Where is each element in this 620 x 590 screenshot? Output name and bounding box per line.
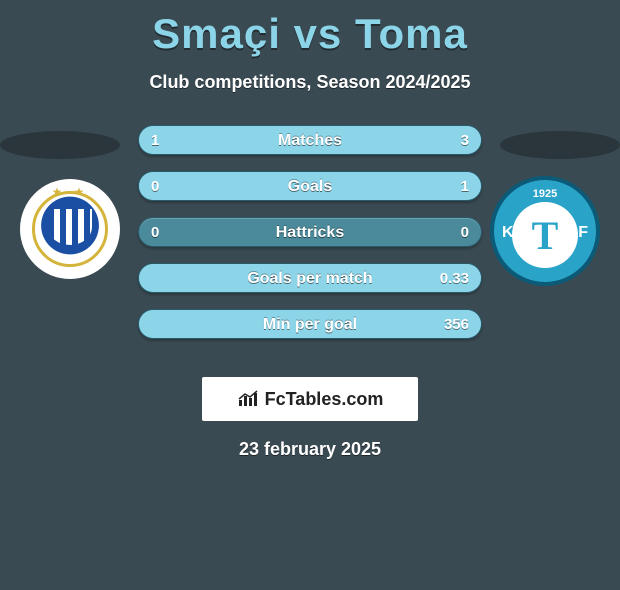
badge-letter-f: F [578, 224, 588, 242]
chart-icon [237, 390, 259, 408]
badge-letter: T [532, 212, 559, 259]
team-badge-right: 1925 K F T [490, 176, 600, 286]
subtitle: Club competitions, Season 2024/2025 [0, 72, 620, 93]
watermark-text: FcTables.com [265, 389, 384, 410]
stat-value-right: 1 [461, 172, 469, 202]
comparison-stage: ★ ★ 1925 K F T 1 Matches 3 0 Goals 1 0 H… [0, 121, 620, 371]
stat-bar-full [139, 172, 481, 200]
stat-row-goals-per-match: Goals per match 0.33 [138, 263, 482, 293]
title-vs: vs [294, 10, 343, 57]
stat-value-right: 0.33 [440, 264, 469, 294]
page-title: Smaçi vs Toma [0, 10, 620, 58]
badge-stripes-icon [48, 209, 92, 245]
player-shadow-left [0, 131, 120, 159]
team-badge-left: ★ ★ [20, 179, 120, 279]
stat-bar-full [139, 264, 481, 292]
stat-value-left: 0 [151, 218, 159, 248]
stat-rows: 1 Matches 3 0 Goals 1 0 Hattricks 0 Goal… [138, 125, 482, 355]
stat-value-right: 0 [461, 218, 469, 248]
stat-row-hattricks: 0 Hattricks 0 [138, 217, 482, 247]
stat-value-left: 1 [151, 126, 159, 156]
player-shadow-right [500, 131, 620, 159]
stat-row-min-per-goal: Min per goal 356 [138, 309, 482, 339]
stat-bar-right [225, 126, 482, 154]
badge-year: 1925 [494, 188, 596, 200]
stat-value-right: 356 [444, 310, 469, 340]
stat-bar-full [139, 310, 481, 338]
badge-circle-icon: T [512, 202, 578, 268]
title-player-right: Toma [355, 10, 468, 57]
title-player-left: Smaçi [152, 10, 281, 57]
stat-row-goals: 0 Goals 1 [138, 171, 482, 201]
stat-value-right: 3 [461, 126, 469, 156]
watermark: FcTables.com [202, 377, 418, 421]
footer-date: 23 february 2025 [0, 439, 620, 460]
stat-row-matches: 1 Matches 3 [138, 125, 482, 155]
stat-value-left: 0 [151, 172, 159, 202]
stat-label: Hattricks [139, 218, 481, 248]
